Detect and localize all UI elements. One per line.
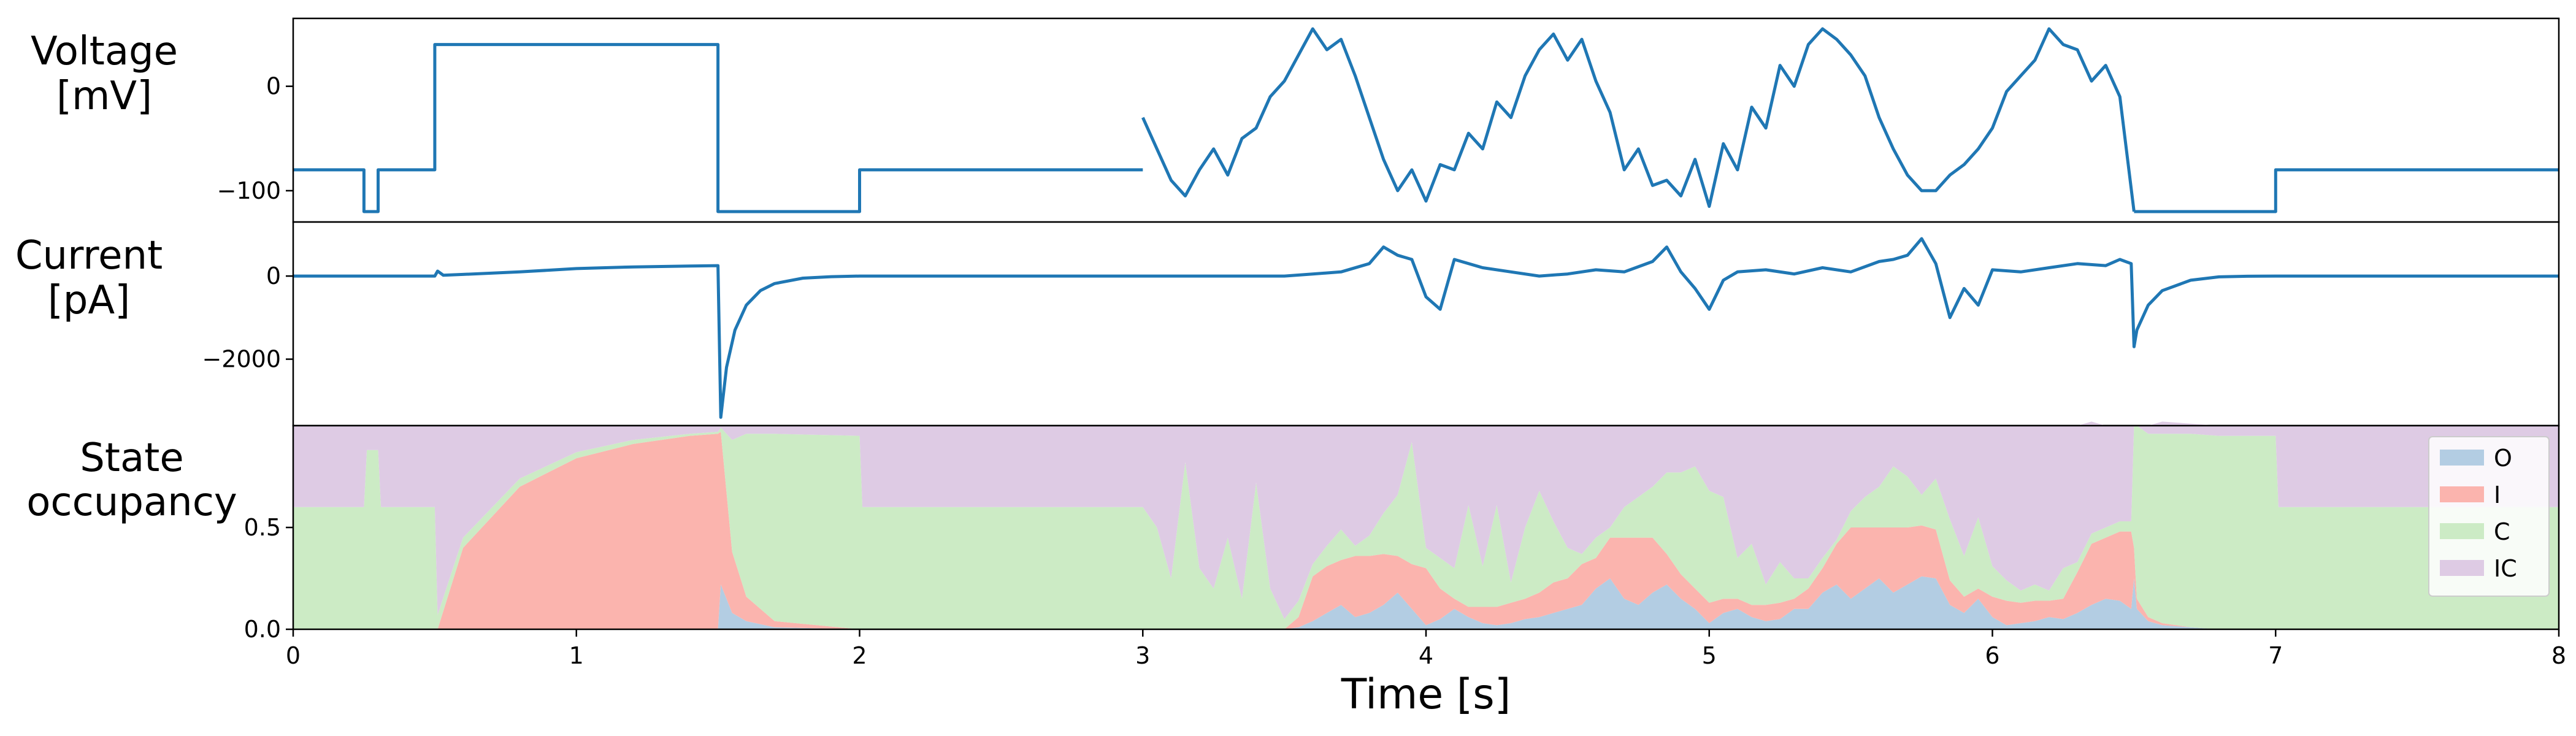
voltage-ylabel-line1: Voltage — [31, 29, 178, 74]
legend-swatch-O — [2440, 450, 2484, 466]
x-axis-label: Time [s] — [1341, 670, 1511, 719]
legend-box — [2428, 436, 2550, 597]
state-ylabel-line2: occupancy — [26, 480, 237, 525]
x-tick-label: 8 — [2551, 642, 2566, 669]
x-tick-label: 3 — [1135, 642, 1150, 669]
legend-swatch-IC — [2440, 560, 2484, 576]
current-axes-background — [293, 222, 2559, 426]
y-tick-label: 0.0 — [244, 616, 281, 643]
state-y-ticks: 0.0 0.5 — [244, 514, 293, 643]
current-ylabel-line2: [pA] — [48, 278, 130, 323]
x-tick-label: 2 — [852, 642, 867, 669]
area-IC — [293, 421, 2559, 619]
current-y-ticks: −2000 0 — [202, 263, 293, 373]
x-tick-label: 0 — [286, 642, 301, 669]
legend-swatch-C — [2440, 523, 2484, 539]
state-ylabel-line1: State — [80, 435, 183, 481]
x-tick-label: 4 — [1419, 642, 1433, 669]
y-tick-label: 0.5 — [244, 514, 281, 541]
y-tick-label: −2000 — [202, 346, 281, 373]
x-tick-label: 5 — [1702, 642, 1717, 669]
voltage-trace-segment-1 — [293, 43, 1143, 213]
x-tick-label: 1 — [569, 642, 584, 669]
legend-swatch-I — [2440, 486, 2484, 502]
voltage-ylabel-line2: [mV] — [56, 74, 152, 119]
y-tick-label: 0 — [266, 73, 281, 100]
current-ylabel-line1: Current — [15, 233, 163, 278]
x-tick-label: 7 — [2268, 642, 2283, 669]
area-O — [293, 576, 2559, 629]
area-C — [293, 426, 2559, 629]
y-tick-label: −100 — [217, 177, 281, 204]
voltage-y-ticks: −100 0 — [217, 73, 293, 204]
current-panel: −2000 0 Current [pA] — [15, 221, 2560, 427]
y-tick-label: 0 — [266, 263, 281, 289]
area-I — [293, 432, 2559, 629]
current-plot-area — [293, 237, 2559, 419]
legend-label-IC: IC — [2494, 555, 2517, 582]
voltage-axes-background — [293, 18, 2559, 222]
voltage-trace-segment-3 — [2134, 168, 2559, 213]
legend: O I C IC — [2428, 436, 2550, 597]
current-trace-segment-1 — [293, 237, 2559, 419]
state-panel: 0.0 0.5 0 1 2 3 4 5 6 7 8 State occupancy O I C I… — [26, 421, 2566, 669]
voltage-plot-area — [293, 27, 2559, 213]
voltage-trace-segment-2 — [1141, 27, 2136, 212]
legend-label-O: O — [2494, 445, 2512, 472]
legend-label-I: I — [2494, 481, 2501, 508]
legend-label-C: C — [2494, 518, 2510, 545]
x-tick-label: 6 — [1985, 642, 1999, 669]
voltage-panel: −100 0 Voltage [mV] — [31, 17, 2560, 223]
x-ticks: 0 1 2 3 4 5 6 7 8 — [286, 629, 2566, 669]
state-plot-area — [293, 421, 2559, 629]
